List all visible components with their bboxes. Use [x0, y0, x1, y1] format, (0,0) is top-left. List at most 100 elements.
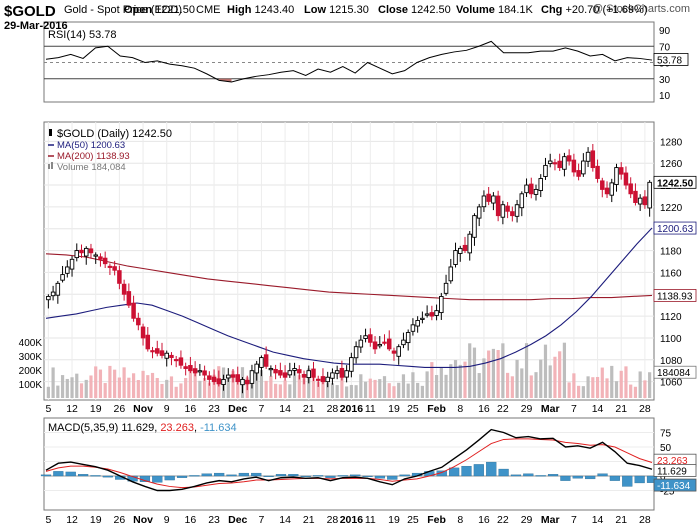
- candle-up: [363, 335, 368, 339]
- volume-bar: [316, 382, 320, 398]
- macd-histogram-bar: [238, 472, 249, 477]
- volume-bar: [349, 384, 353, 398]
- legend-label: MA(200) 1138.93: [57, 151, 130, 162]
- date-tick-label: 26: [114, 514, 126, 526]
- volume-bar: [411, 372, 415, 398]
- candle-up: [500, 204, 506, 218]
- volume-bar: [633, 386, 638, 398]
- volume-bar: [259, 370, 264, 398]
- volume-tag-text: 184084: [657, 368, 691, 379]
- price-panel: [43, 121, 655, 401]
- candle-down: [301, 374, 307, 378]
- volume-bar: [510, 376, 514, 398]
- candle-down: [576, 170, 581, 177]
- date-tick-label: 8: [457, 403, 463, 415]
- candle-up: [306, 370, 312, 379]
- volume-bar: [382, 376, 387, 398]
- date-tick-label: 16: [478, 403, 490, 415]
- volume-bar: [94, 366, 98, 398]
- volume-bar: [117, 377, 121, 398]
- volume-bar: [136, 380, 140, 398]
- volume-bar: [506, 372, 510, 398]
- candle-down: [211, 376, 217, 383]
- date-tick-label: 7: [258, 403, 264, 415]
- ma50-tag: [653, 221, 697, 235]
- candle-down: [386, 338, 392, 350]
- macd-histogram-bar: [374, 475, 386, 479]
- volume-bar: [98, 369, 103, 398]
- macd-histogram-bar: [288, 474, 299, 477]
- candle-up: [405, 332, 411, 344]
- volume-bar: [288, 384, 292, 398]
- macd-histogram-bar: [164, 475, 175, 481]
- candle-down: [552, 162, 558, 165]
- candle-up: [439, 295, 444, 314]
- date-tick-label: 21: [615, 514, 627, 526]
- volume-bar: [515, 359, 519, 398]
- volume-bar: [122, 367, 126, 398]
- volume-bar: [638, 371, 642, 398]
- volume-bar: [449, 364, 453, 398]
- candle-up: [448, 266, 454, 282]
- macd-hist-tag: [653, 478, 697, 492]
- bar-icon: [51, 162, 53, 169]
- macd-histogram-bar: [387, 475, 398, 480]
- volume-bar: [150, 372, 155, 398]
- price-tick-label: 1260: [660, 159, 683, 170]
- macd-histogram-bar: [585, 475, 596, 480]
- candle-up: [472, 215, 477, 238]
- candle-down: [315, 378, 321, 381]
- candle-down: [88, 248, 94, 254]
- macd-histogram-bar: [560, 475, 571, 481]
- date-tick-label: 19: [90, 403, 102, 415]
- candle-down: [155, 348, 160, 354]
- candle-up: [74, 250, 80, 259]
- macd-histogram-bar: [449, 467, 460, 477]
- volume-bar: [591, 377, 595, 398]
- date-tick-label: 7: [571, 403, 577, 415]
- volume-bar: [155, 377, 159, 398]
- volume-bar: [345, 386, 349, 398]
- volume-bar: [193, 371, 197, 398]
- macd-histogram-bar: [65, 471, 76, 477]
- legend-label: $GOLD (Daily) 1242.50: [57, 128, 172, 140]
- macd-histogram-bar: [152, 475, 163, 483]
- candle-down: [98, 256, 103, 260]
- date-tick-label: 29: [521, 514, 533, 526]
- volume-bar: [169, 376, 174, 398]
- date-tick-label: 16: [185, 403, 197, 415]
- price-tick-label: 1160: [660, 268, 682, 279]
- candle-up: [353, 346, 359, 359]
- volume-bar: [368, 378, 372, 398]
- volume-bar: [567, 382, 571, 398]
- volume-bar: [269, 376, 273, 398]
- candle-down: [486, 193, 491, 202]
- date-tick-label: 14: [279, 514, 291, 526]
- candle-up: [476, 206, 482, 219]
- volume-bar: [373, 379, 377, 398]
- volume-bar: [297, 375, 301, 398]
- candle-up: [249, 370, 255, 384]
- volume-bar: [212, 374, 216, 398]
- volume-bar: [472, 347, 477, 398]
- candle-down: [273, 368, 278, 374]
- candle-down: [112, 266, 117, 271]
- volume-bar: [226, 376, 230, 398]
- candle-down: [600, 180, 605, 190]
- volume-bar: [330, 383, 335, 398]
- macd-hist-tag-text: -11.634: [657, 481, 691, 492]
- volume-bar: [624, 366, 628, 398]
- macd-histogram-bar: [226, 474, 237, 477]
- macd-histogram-bar: [547, 474, 559, 477]
- date-tick-label: Dec: [228, 403, 247, 415]
- volume-bar: [610, 365, 614, 398]
- candle-down: [382, 341, 387, 344]
- candle-down: [571, 159, 577, 173]
- candle-up: [614, 167, 619, 185]
- candle-down: [604, 187, 610, 195]
- date-tick-label: 19: [90, 514, 102, 526]
- volume-bar: [648, 372, 652, 398]
- date-tick-label: 23: [208, 403, 220, 415]
